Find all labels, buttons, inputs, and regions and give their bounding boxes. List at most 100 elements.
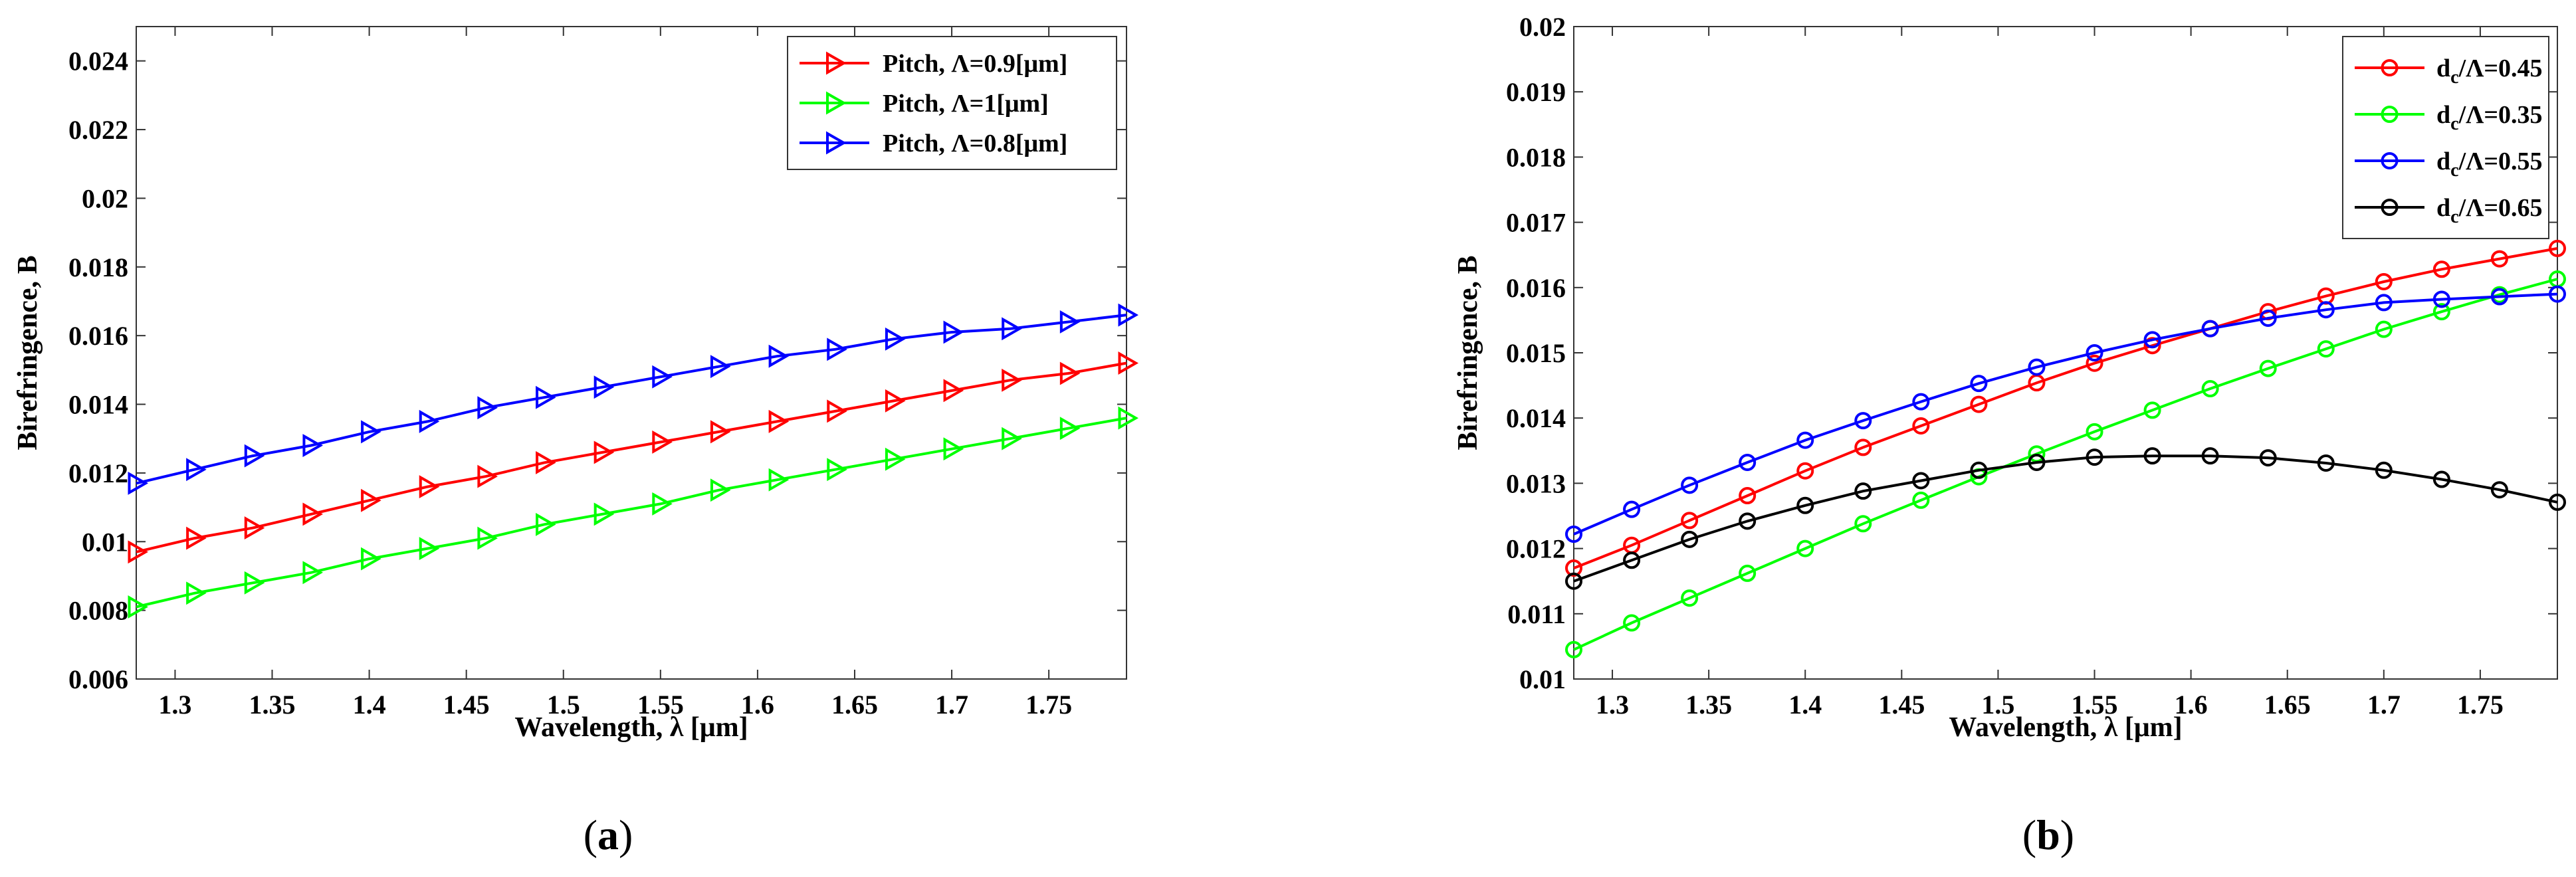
legend-marker xyxy=(826,91,847,115)
data-point xyxy=(1681,476,1699,494)
data-point xyxy=(1854,515,1872,533)
data-point xyxy=(652,365,673,389)
legend-marker xyxy=(2381,152,2399,169)
data-point xyxy=(1002,368,1022,392)
y-tick-label: 0.006 xyxy=(68,664,128,694)
legend-box xyxy=(2342,36,2549,239)
data-point xyxy=(128,540,149,564)
series-line xyxy=(1573,292,2558,536)
x-tick-label: 1.55 xyxy=(2072,690,2118,720)
data-point xyxy=(1796,431,1814,449)
legend-item: dc/Λ=0.55 xyxy=(2355,147,2543,181)
data-point xyxy=(1118,351,1139,375)
data-point xyxy=(2028,358,2046,376)
x-axis-label: Wavelength, λ [μm] xyxy=(1949,712,2182,743)
data-point xyxy=(1002,317,1022,341)
data-point xyxy=(1565,572,1582,590)
data-point xyxy=(1623,500,1641,518)
data-point xyxy=(1623,614,1641,632)
data-point xyxy=(2259,449,2277,467)
data-point xyxy=(2143,401,2161,419)
data-point xyxy=(361,420,381,444)
data-point xyxy=(1854,438,1872,456)
data-point xyxy=(1565,640,1582,658)
x-tick-label: 1.45 xyxy=(443,690,490,720)
data-point xyxy=(1970,395,1988,413)
data-point xyxy=(1912,417,1930,435)
data-point xyxy=(1118,406,1139,430)
data-point xyxy=(2490,288,2508,306)
y-tick-label: 0.02 xyxy=(1519,12,1566,42)
data-point xyxy=(536,385,556,409)
data-point xyxy=(2432,260,2450,278)
data-point xyxy=(943,320,964,344)
y-tick-label: 0.016 xyxy=(1506,273,1566,303)
data-point xyxy=(2317,454,2335,472)
data-point xyxy=(2375,320,2393,338)
series-2 xyxy=(1565,270,2566,658)
legend: dc/Λ=0.45 dc/Λ=0.35 dc/Λ=0.55 dc/Λ=0.65 xyxy=(2342,36,2549,239)
y-axis-label: Birefringence, B xyxy=(1453,255,1483,450)
data-point xyxy=(419,409,440,433)
data-point xyxy=(1565,525,1582,543)
series-line xyxy=(1573,246,2558,569)
x-tick-label: 1.55 xyxy=(637,690,684,720)
data-point xyxy=(1565,559,1582,577)
data-point xyxy=(2086,354,2103,372)
data-point xyxy=(244,444,265,468)
data-point xyxy=(2259,309,2277,327)
data-point xyxy=(2375,294,2393,312)
data-point xyxy=(827,338,847,361)
x-tick-label: 1.5 xyxy=(547,690,580,720)
data-point xyxy=(827,458,847,482)
x-tick-label: 1.3 xyxy=(158,690,191,720)
y-tick-label: 0.017 xyxy=(1506,208,1566,238)
data-point xyxy=(2201,380,2219,398)
legend-label: Pitch, Λ=0.8[μm] xyxy=(883,130,1067,157)
legend-marker xyxy=(2381,199,2399,216)
series-line xyxy=(136,314,1127,485)
data-point xyxy=(2549,493,2566,511)
data-point xyxy=(419,537,440,561)
data-point xyxy=(361,488,381,512)
x-tick-label: 1.6 xyxy=(2175,690,2208,720)
x-tick-label: 1.75 xyxy=(2457,690,2504,720)
x-tick-label: 1.65 xyxy=(2264,690,2311,720)
series-line xyxy=(1573,278,2558,651)
data-point xyxy=(2028,453,2046,471)
x-tick-label: 1.45 xyxy=(1878,690,1925,720)
chart-b: 1.3 1.35 1.4 1.45 1.5 1.55 1.6 1.65 1.7 1.75 0.01 0… xyxy=(1453,12,2566,858)
data-point xyxy=(1681,530,1699,548)
data-point xyxy=(2201,320,2219,338)
data-point xyxy=(2375,461,2393,479)
legend-marker xyxy=(2381,106,2399,123)
data-point xyxy=(768,409,790,433)
legend-label: Pitch, Λ=1[μm] xyxy=(883,90,1049,118)
plot-frame xyxy=(136,26,1127,680)
legend-label: dc/Λ=0.35 xyxy=(2436,101,2543,134)
figure-caption: (b) xyxy=(2022,811,2074,858)
y-tick-label: 0.008 xyxy=(68,596,128,626)
data-point xyxy=(768,344,790,368)
data-point xyxy=(128,471,149,495)
x-tick-label: 1.7 xyxy=(2367,690,2401,720)
data-point xyxy=(1796,539,1814,557)
data-point xyxy=(827,399,847,423)
data-point xyxy=(710,478,731,502)
data-point xyxy=(536,512,556,536)
data-point xyxy=(244,516,265,540)
data-point xyxy=(477,464,498,488)
data-point xyxy=(1623,551,1641,569)
x-tick-label: 1.5 xyxy=(1981,690,2014,720)
data-point xyxy=(943,379,964,403)
data-point xyxy=(593,440,615,464)
y-tick-label: 0.01 xyxy=(1519,664,1566,694)
y-tick-label: 0.012 xyxy=(1506,534,1566,564)
legend-item: dc/Λ=0.65 xyxy=(2355,194,2543,227)
data-point xyxy=(2432,303,2450,321)
series-line xyxy=(136,417,1127,609)
data-point xyxy=(2549,285,2566,303)
data-point xyxy=(1059,417,1081,440)
y-tick-label: 0.02 xyxy=(82,183,128,213)
